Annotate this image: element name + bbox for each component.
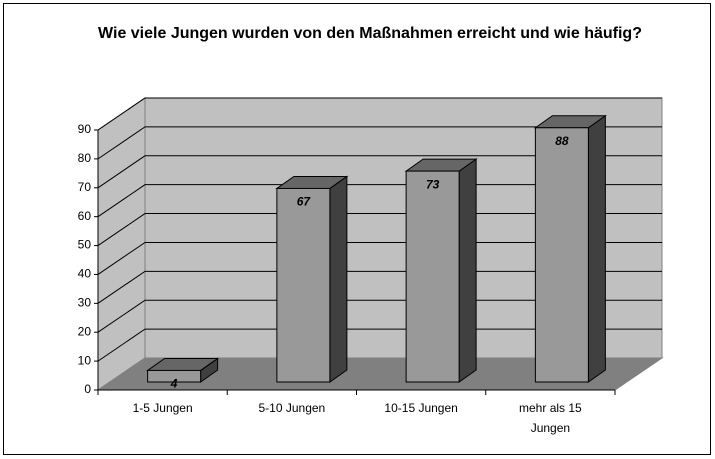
y-tick-label: 10 bbox=[78, 353, 92, 367]
grid-line bbox=[97, 270, 662, 304]
grid-line bbox=[97, 155, 662, 189]
x-tick-label: 10-15 Jungen bbox=[384, 401, 458, 415]
y-tick-label: 70 bbox=[78, 180, 92, 194]
chart-title: Wie viele Jungen wurden von den Maßnahme… bbox=[98, 25, 642, 42]
bar-side bbox=[458, 158, 477, 383]
grid-line bbox=[97, 213, 662, 246]
y-tick-label: 0 bbox=[84, 382, 91, 396]
x-tick-label: mehr als 15 Jungen bbox=[519, 401, 582, 435]
x-tick-label: 5-10 Jungen bbox=[258, 401, 326, 415]
bar-side bbox=[587, 114, 606, 383]
bar bbox=[405, 170, 460, 383]
bar-side bbox=[329, 175, 348, 383]
data-label: 73 bbox=[426, 177, 440, 191]
bar bbox=[147, 369, 202, 383]
y-tick-label: 90 bbox=[78, 122, 92, 136]
data-label: 88 bbox=[555, 134, 569, 148]
grid-line bbox=[97, 299, 662, 333]
data-label: 4 bbox=[170, 377, 178, 391]
y-tick-label: 50 bbox=[78, 238, 92, 252]
data-label: 67 bbox=[297, 195, 312, 209]
y-tick-label: 30 bbox=[78, 296, 92, 310]
y-tick-label: 60 bbox=[78, 209, 92, 223]
bar bbox=[534, 127, 589, 383]
grid-line bbox=[97, 126, 662, 160]
x-tick-label: 1-5 Jungen bbox=[132, 401, 193, 415]
bar bbox=[276, 187, 331, 383]
grid-line bbox=[97, 241, 662, 275]
y-tick-label: 80 bbox=[78, 151, 92, 165]
grid-line bbox=[97, 97, 662, 131]
grid-line bbox=[97, 184, 662, 218]
side-wall bbox=[97, 97, 146, 391]
y-tick-label: 40 bbox=[78, 267, 92, 281]
grid-line bbox=[97, 328, 662, 362]
y-tick-label: 20 bbox=[78, 324, 92, 338]
